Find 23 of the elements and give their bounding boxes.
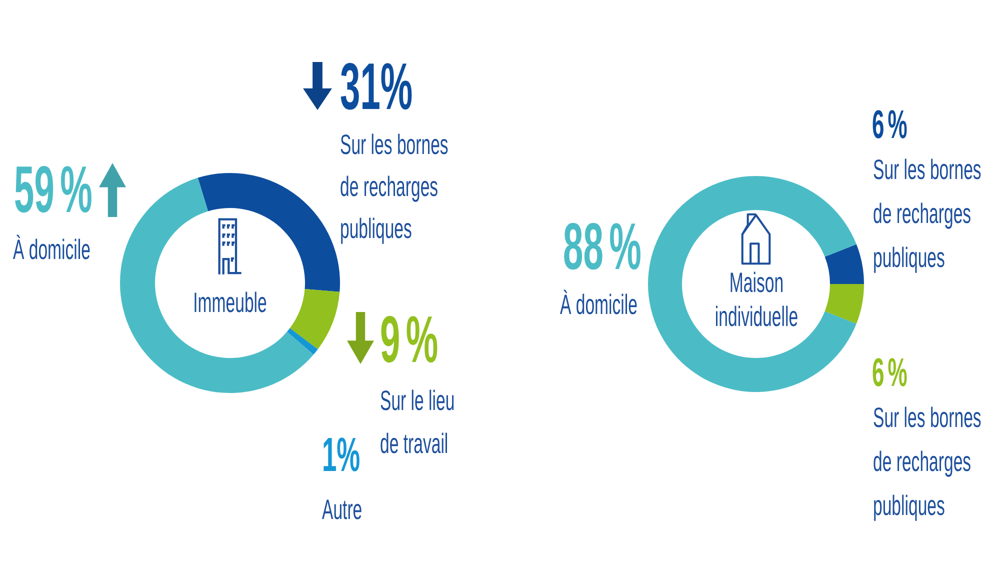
text: Immeuble [192, 286, 268, 320]
donut-slice [120, 178, 314, 393]
data-label: 59 % [14, 152, 94, 226]
data-label: 31% [340, 49, 414, 123]
slice-label: À domicile [560, 288, 638, 322]
text: Maison individuelle [713, 266, 799, 334]
donut-slice [648, 176, 856, 392]
slice-label: À domicile [13, 233, 92, 267]
donut-slice [198, 173, 340, 292]
donut-slice [286, 328, 318, 355]
slice-label: Sur les bornes de recharges publiques [873, 153, 982, 275]
donut-slice [290, 289, 340, 350]
data-label: 1% [322, 429, 360, 482]
donut-slice [824, 284, 864, 324]
slice-label: Sur les bornes de recharges publiques [873, 401, 982, 523]
data-label: 6 % [872, 103, 908, 147]
data-label: 6 % [872, 351, 908, 395]
slice-label: Autre [322, 493, 364, 527]
slice-label: Sur le lieu de travail [380, 384, 456, 461]
data-label: 88 % [563, 209, 642, 283]
data-label: 9 % [380, 302, 440, 376]
donut-slice [824, 244, 864, 284]
slice-label: Sur les bornes de recharges publiques [340, 128, 450, 246]
